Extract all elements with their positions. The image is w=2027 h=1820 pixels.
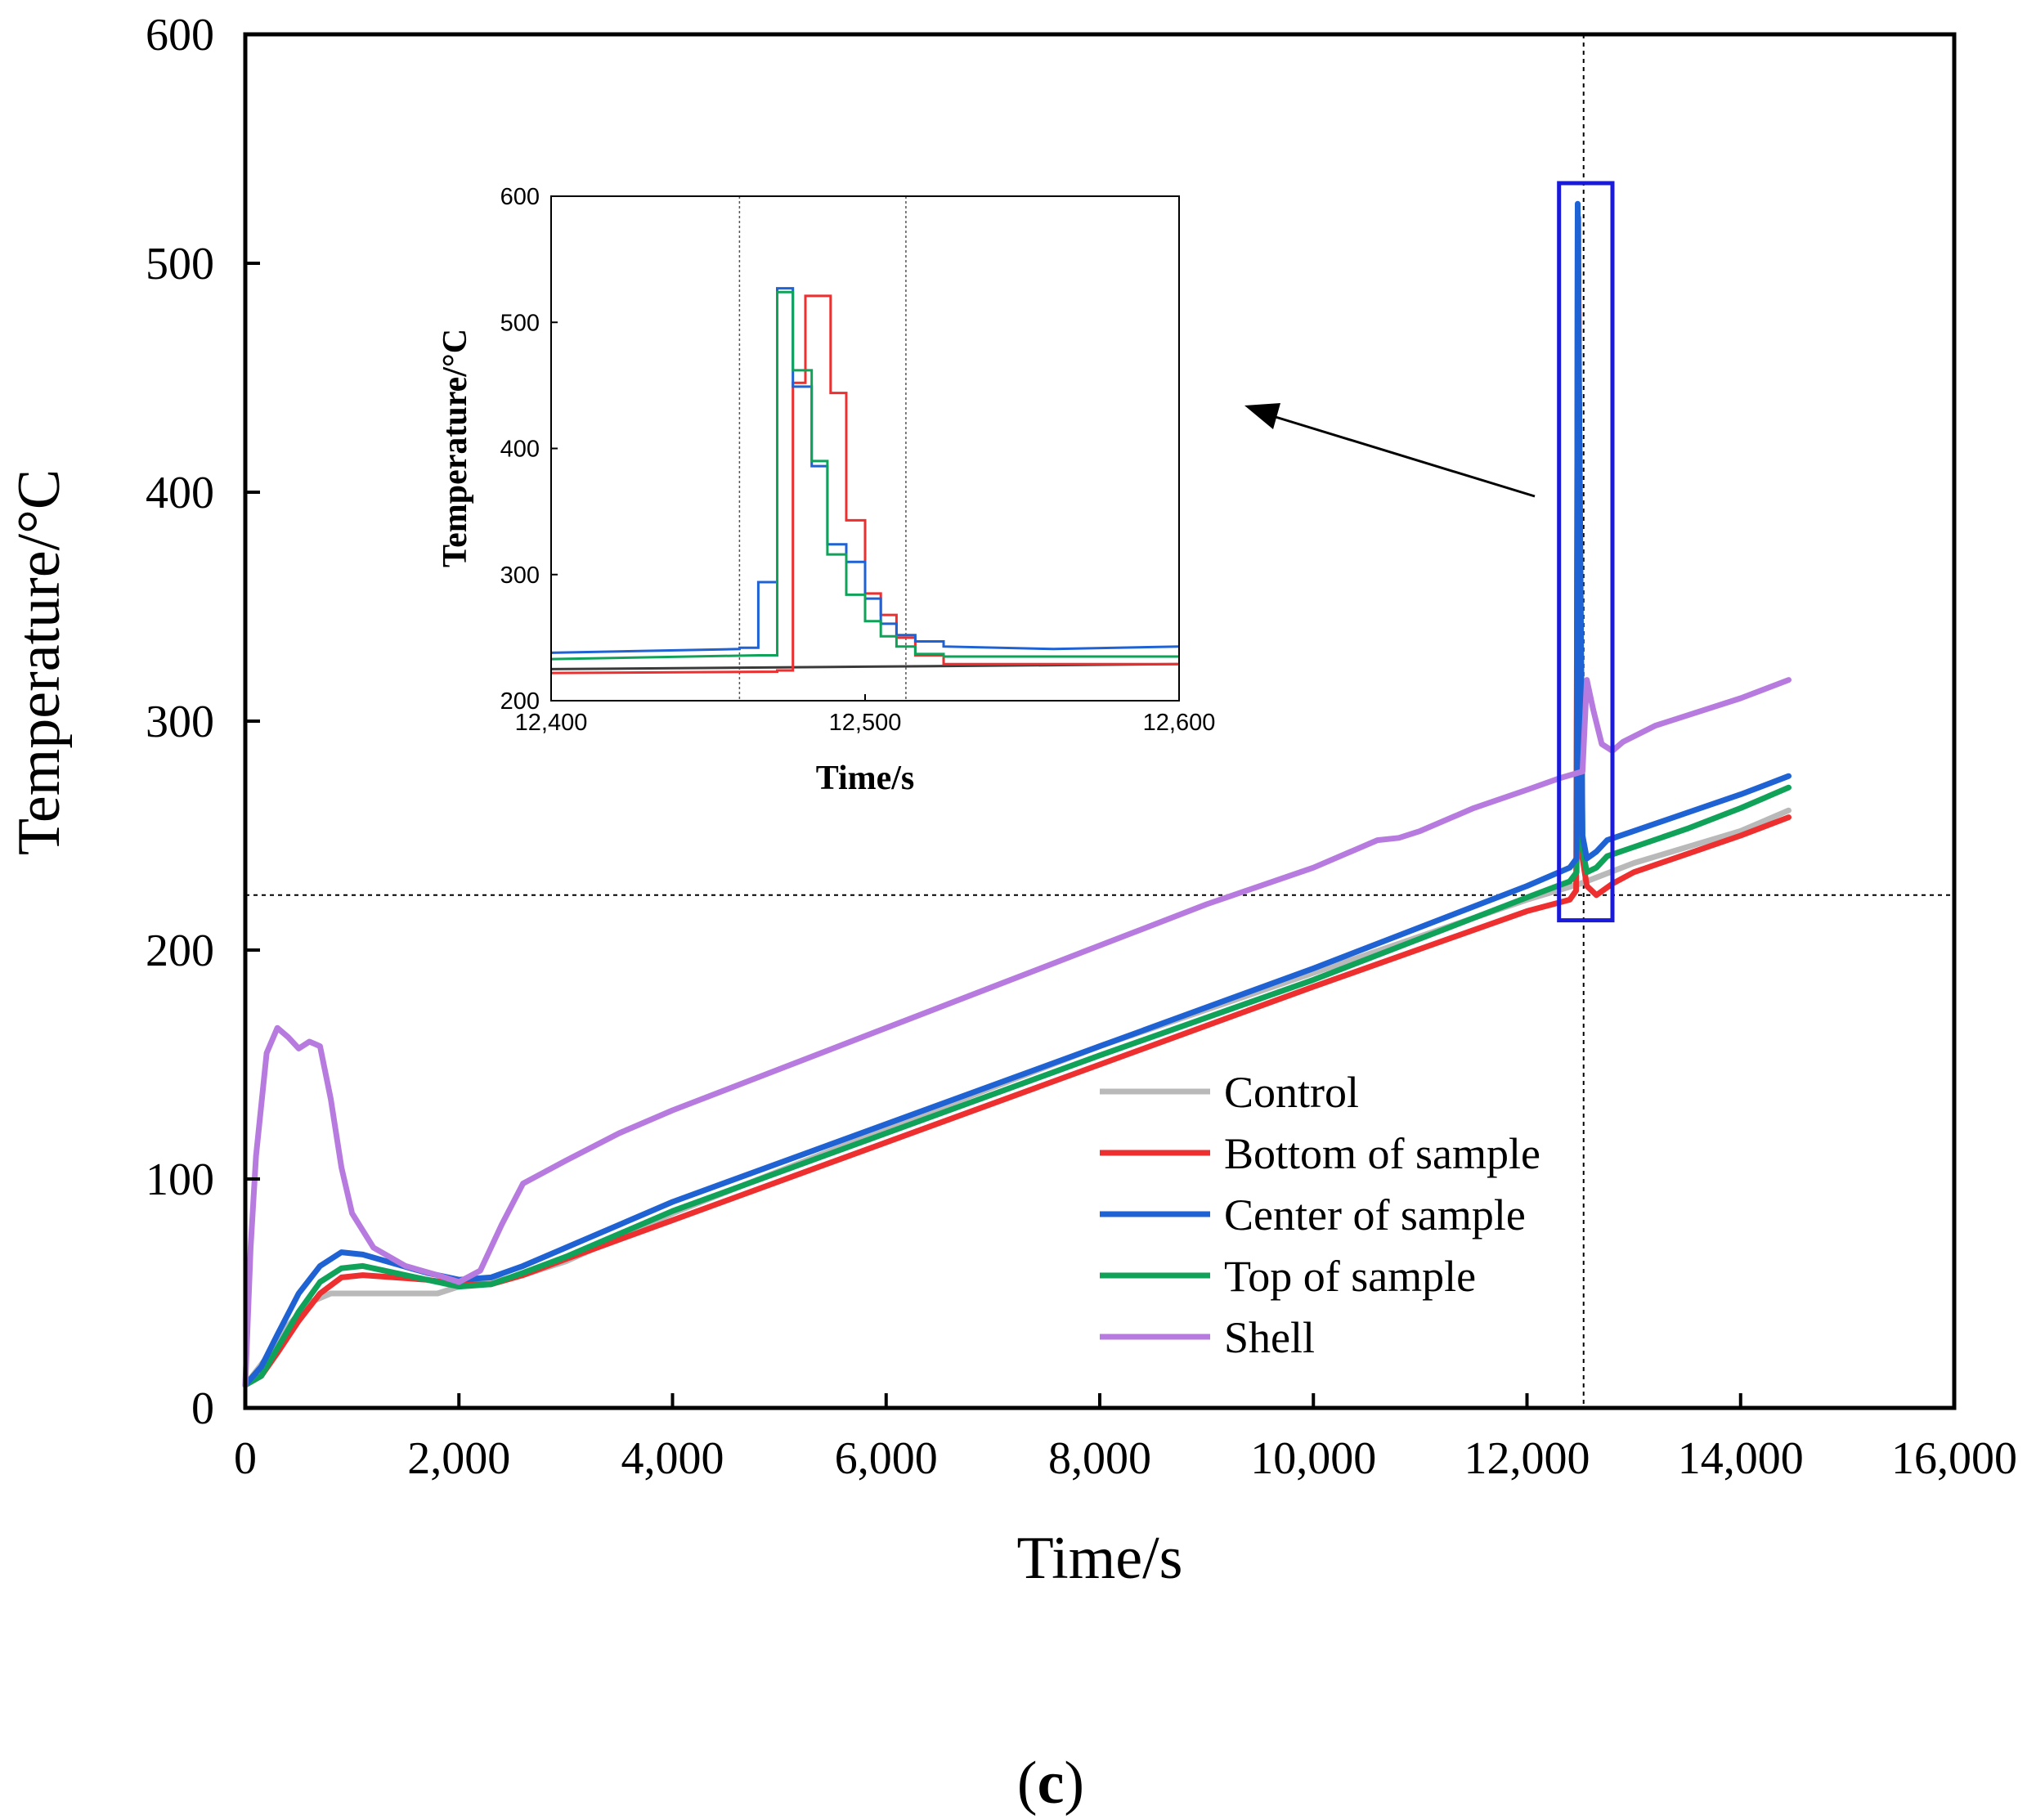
inset-x-axis-title: Time/s bbox=[816, 760, 915, 797]
main-x-tick-label: 6,000 bbox=[835, 1433, 938, 1484]
main-series-group bbox=[242, 200, 1792, 1388]
main-y-tick-label: 100 bbox=[146, 1154, 214, 1205]
main-y-tick-label: 400 bbox=[146, 468, 214, 518]
main-y-tick-label: 200 bbox=[146, 926, 214, 976]
inset-y-ticks: 200 300 400 500 600 bbox=[500, 184, 558, 715]
panel-label-open: ( bbox=[1017, 1750, 1038, 1817]
main-y-tick-label: 500 bbox=[146, 239, 214, 289]
main-series-line-bottom-of-sample bbox=[242, 214, 1792, 1388]
inset-y-tick-label: 500 bbox=[500, 310, 540, 336]
legend-label-control: Control bbox=[1224, 1068, 1359, 1117]
inset-series-line-top-of-sample bbox=[550, 290, 1179, 661]
inset-series-group bbox=[550, 287, 1180, 675]
inset-reference-lines bbox=[738, 196, 907, 701]
main-series-line-center-of-sample bbox=[242, 200, 1792, 1388]
main-y-axis-title: Temperature/°C bbox=[6, 469, 73, 855]
inset-y-tick-label: 600 bbox=[500, 184, 540, 210]
main-x-tick-label: 14,000 bbox=[1678, 1433, 1804, 1484]
main-x-tick-label: 10,000 bbox=[1250, 1433, 1376, 1484]
panel-label-letter: c bbox=[1038, 1750, 1065, 1817]
inset-x-tick-label: 12,400 bbox=[515, 710, 588, 736]
legend-label-top-of-sample: Top of sample bbox=[1224, 1252, 1476, 1301]
legend-label-bottom-of-sample: Bottom of sample bbox=[1224, 1129, 1540, 1178]
panel-label: (c) bbox=[1017, 1750, 1084, 1817]
pointer-arrow bbox=[1244, 403, 1536, 498]
main-y-tick-label: 300 bbox=[146, 697, 214, 747]
main-x-tick-label: 2,000 bbox=[407, 1433, 510, 1484]
inset-chart: 12,400 12,500 12,600 200 300 400 500 600 Time/… bbox=[437, 184, 1215, 797]
legend-label-shell: Shell bbox=[1224, 1313, 1315, 1362]
main-y-ticks: 0 100 200 300 400 500 600 bbox=[146, 10, 260, 1434]
main-x-tick-label: 12,000 bbox=[1464, 1433, 1590, 1484]
inset-background bbox=[551, 196, 1179, 701]
main-x-tick-label: 4,000 bbox=[621, 1433, 724, 1484]
main-x-ticks: 0 2,000 4,000 6,000 8,000 10,000 12,000 14,000 1… bbox=[234, 1393, 2017, 1484]
inset-x-tick-label: 12,600 bbox=[1143, 710, 1216, 736]
main-series-line-shell bbox=[242, 677, 1792, 1388]
legend-label-center-of-sample: Center of sample bbox=[1224, 1190, 1526, 1239]
main-x-tick-label: 0 bbox=[234, 1433, 257, 1484]
main-y-tick-label: 0 bbox=[191, 1383, 214, 1434]
main-x-axis-title: Time/s bbox=[1017, 1525, 1183, 1592]
inset-y-tick-label: 200 bbox=[500, 688, 540, 715]
inset-x-tick-label: 12,500 bbox=[829, 710, 902, 736]
legend: Control Bottom of sample Center of sample T… bbox=[1100, 1068, 1540, 1362]
main-x-tick-label: 16,000 bbox=[1891, 1433, 2017, 1484]
main-chart: 0 2,000 4,000 6,000 8,000 10,000 12,000 14,000 1… bbox=[6, 10, 2017, 1592]
main-series-line-top-of-sample bbox=[242, 205, 1792, 1388]
inset-y-tick-label: 300 bbox=[500, 563, 540, 589]
highlight-box bbox=[1557, 181, 1615, 923]
inset-x-ticks: 12,400 12,500 12,600 bbox=[515, 694, 1216, 736]
main-x-tick-label: 8,000 bbox=[1048, 1433, 1151, 1484]
main-y-tick-label: 600 bbox=[146, 10, 214, 61]
panel-label-close: ) bbox=[1064, 1750, 1084, 1817]
inset-y-axis-title: Temperature/°C bbox=[437, 329, 474, 567]
inset-y-tick-label: 400 bbox=[500, 437, 540, 463]
inset-series-line-center-of-sample bbox=[550, 287, 1180, 654]
